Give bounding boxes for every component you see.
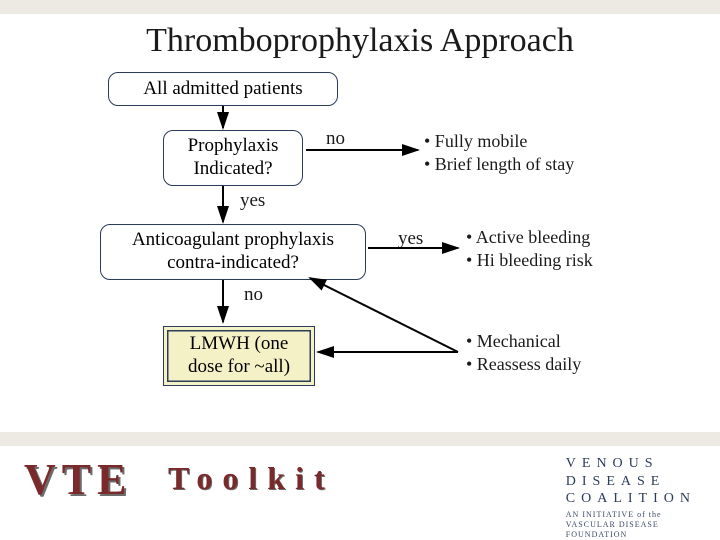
bullet-item: • Reassess daily (466, 353, 581, 376)
edge-label-no-1: no (326, 128, 345, 150)
bullet-item: • Fully mobile (424, 130, 574, 153)
bullet-item: • Brief length of stay (424, 153, 574, 176)
edge-label-no-2: no (244, 284, 263, 306)
node-text: Indicated? (193, 158, 272, 181)
footer-coalition: VENOUS DISEASE COALITION AN INITIATIVE o… (566, 455, 696, 540)
bottom-band (0, 432, 720, 446)
node-contra-indicated: Anticoagulant prophylaxiscontra-indicate… (100, 224, 366, 280)
coalition-line-2: DISEASE (566, 473, 696, 491)
node-prophylaxis-indicated: ProphylaxisIndicated? (163, 130, 303, 186)
node-text: Prophylaxis (188, 135, 279, 158)
edge-label-yes-1: yes (240, 190, 265, 212)
node-text: Anticoagulant prophylaxis (132, 229, 334, 252)
node-admitted: All admitted patients (108, 72, 338, 106)
bullets-fully-mobile: • Fully mobile• Brief length of stay (424, 130, 574, 175)
bullets-active-bleeding: • Active bleeding• Hi bleeding risk (466, 226, 593, 271)
node-lmwh: LMWH (onedose for ~all) (163, 326, 315, 386)
bullet-item: • Hi bleeding risk (466, 249, 593, 272)
node-text: dose for ~all) (188, 356, 290, 379)
node-text: All admitted patients (143, 78, 302, 101)
top-bar (0, 0, 720, 14)
edge-label-yes-2: yes (398, 228, 423, 250)
node-text: contra-indicated? (167, 252, 299, 275)
footer-vte: VTE VTE (24, 454, 132, 505)
coalition-line-3: COALITION (566, 490, 696, 508)
coalition-line-1: VENOUS (566, 455, 696, 473)
node-text: LMWH (one (190, 333, 289, 356)
bullet-item: • Active bleeding (466, 226, 593, 249)
footer-toolkit: Toolkit Toolkit (168, 460, 335, 497)
coalition-sub: AN INITIATIVE of theVASCULAR DISEASEFOUN… (566, 510, 696, 540)
bullet-item: • Mechanical (466, 330, 581, 353)
bullets-mechanical: • Mechanical• Reassess daily (466, 330, 581, 375)
page-title: Thromboprophylaxis Approach (0, 22, 720, 60)
